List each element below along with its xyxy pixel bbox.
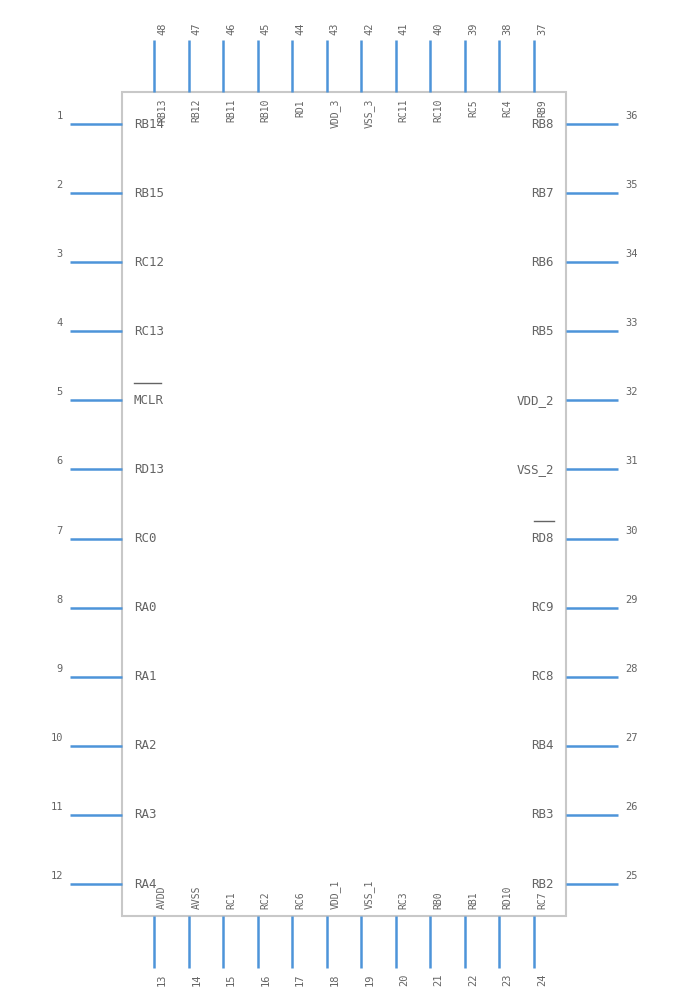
Text: 32: 32 [625, 387, 638, 397]
Text: 42: 42 [364, 22, 374, 35]
Text: 37: 37 [537, 22, 547, 35]
Text: RC4: RC4 [502, 99, 513, 117]
Text: 39: 39 [468, 22, 478, 35]
Text: 12: 12 [50, 871, 63, 881]
Text: 20: 20 [399, 973, 409, 986]
Text: 27: 27 [625, 733, 638, 743]
Text: 23: 23 [502, 973, 513, 986]
Text: 28: 28 [625, 663, 638, 673]
Text: VDD_2: VDD_2 [517, 394, 554, 407]
Text: 22: 22 [468, 973, 478, 986]
Text: 29: 29 [625, 595, 638, 605]
Text: RC10: RC10 [433, 99, 443, 123]
Text: 40: 40 [433, 22, 443, 35]
Text: 31: 31 [625, 457, 638, 467]
Text: RD10: RD10 [502, 885, 513, 909]
Text: RB6: RB6 [532, 256, 554, 269]
Text: RD13: RD13 [134, 463, 164, 476]
Text: 6: 6 [56, 457, 63, 467]
Text: VDD_3: VDD_3 [330, 99, 341, 128]
Text: RC6: RC6 [295, 891, 305, 909]
Text: RC0: RC0 [134, 532, 156, 545]
Text: 43: 43 [330, 22, 340, 35]
Text: 7: 7 [56, 525, 63, 535]
Text: RB13: RB13 [157, 99, 167, 123]
Text: 35: 35 [625, 180, 638, 191]
Text: RB4: RB4 [532, 739, 554, 752]
Text: 46: 46 [226, 22, 236, 35]
Text: 24: 24 [537, 973, 547, 986]
Text: RB5: RB5 [532, 325, 554, 338]
Text: RA0: RA0 [134, 601, 156, 614]
Text: RC8: RC8 [532, 670, 554, 683]
Text: 48: 48 [157, 22, 167, 35]
Text: RC12: RC12 [134, 256, 164, 269]
Text: 47: 47 [191, 22, 202, 35]
Bar [122, 92, 566, 916]
Text: 17: 17 [295, 973, 305, 986]
Text: RC7: RC7 [537, 891, 547, 909]
Text: RB14: RB14 [134, 118, 164, 130]
Text: MCLR: MCLR [134, 394, 164, 407]
Text: RB1: RB1 [468, 891, 478, 909]
Text: VSS_3: VSS_3 [364, 99, 375, 128]
Text: 2: 2 [56, 180, 63, 191]
Text: 45: 45 [261, 22, 270, 35]
Text: 19: 19 [364, 973, 374, 986]
Text: RA2: RA2 [134, 739, 156, 752]
Text: VSS_2: VSS_2 [517, 463, 554, 476]
Text: 11: 11 [50, 802, 63, 811]
Text: RA4: RA4 [134, 878, 156, 890]
Text: RC13: RC13 [134, 325, 164, 338]
Text: 15: 15 [226, 973, 236, 986]
Text: 9: 9 [56, 663, 63, 673]
Text: RB9: RB9 [537, 99, 547, 117]
Text: 41: 41 [399, 22, 409, 35]
Text: 14: 14 [191, 973, 202, 986]
Text: RC5: RC5 [468, 99, 478, 117]
Text: RD1: RD1 [295, 99, 305, 117]
Text: VDD_1: VDD_1 [330, 880, 341, 909]
Text: 16: 16 [261, 973, 270, 986]
Text: AVDD: AVDD [157, 885, 167, 909]
Text: RC9: RC9 [532, 601, 554, 614]
Text: 18: 18 [330, 973, 340, 986]
Text: RD8: RD8 [532, 532, 554, 545]
Text: 26: 26 [625, 802, 638, 811]
Text: 33: 33 [625, 319, 638, 329]
Text: RB11: RB11 [226, 99, 236, 123]
Text: 8: 8 [56, 595, 63, 605]
Text: RB2: RB2 [532, 878, 554, 890]
Text: 34: 34 [625, 249, 638, 259]
Text: 10: 10 [50, 733, 63, 743]
Text: RC2: RC2 [261, 891, 270, 909]
Text: 21: 21 [433, 973, 443, 986]
Text: 13: 13 [157, 973, 167, 986]
Text: RB3: RB3 [532, 808, 554, 822]
Text: 38: 38 [502, 22, 513, 35]
Text: RB12: RB12 [191, 99, 202, 123]
Text: 44: 44 [295, 22, 305, 35]
Text: AVSS: AVSS [191, 885, 202, 909]
Text: 36: 36 [625, 111, 638, 121]
Text: RB0: RB0 [433, 891, 443, 909]
Text: RB10: RB10 [261, 99, 270, 123]
Text: RC1: RC1 [226, 891, 236, 909]
Text: 4: 4 [56, 319, 63, 329]
Text: 3: 3 [56, 249, 63, 259]
Text: RA3: RA3 [134, 808, 156, 822]
Text: RB15: RB15 [134, 186, 164, 200]
Text: RC11: RC11 [399, 99, 409, 123]
Text: 30: 30 [625, 525, 638, 535]
Text: 25: 25 [625, 871, 638, 881]
Text: RA1: RA1 [134, 670, 156, 683]
Text: RB8: RB8 [532, 118, 554, 130]
Text: 5: 5 [56, 387, 63, 397]
Text: RB7: RB7 [532, 186, 554, 200]
Text: 1: 1 [56, 111, 63, 121]
Text: RC3: RC3 [399, 891, 409, 909]
Text: VSS_1: VSS_1 [364, 880, 375, 909]
